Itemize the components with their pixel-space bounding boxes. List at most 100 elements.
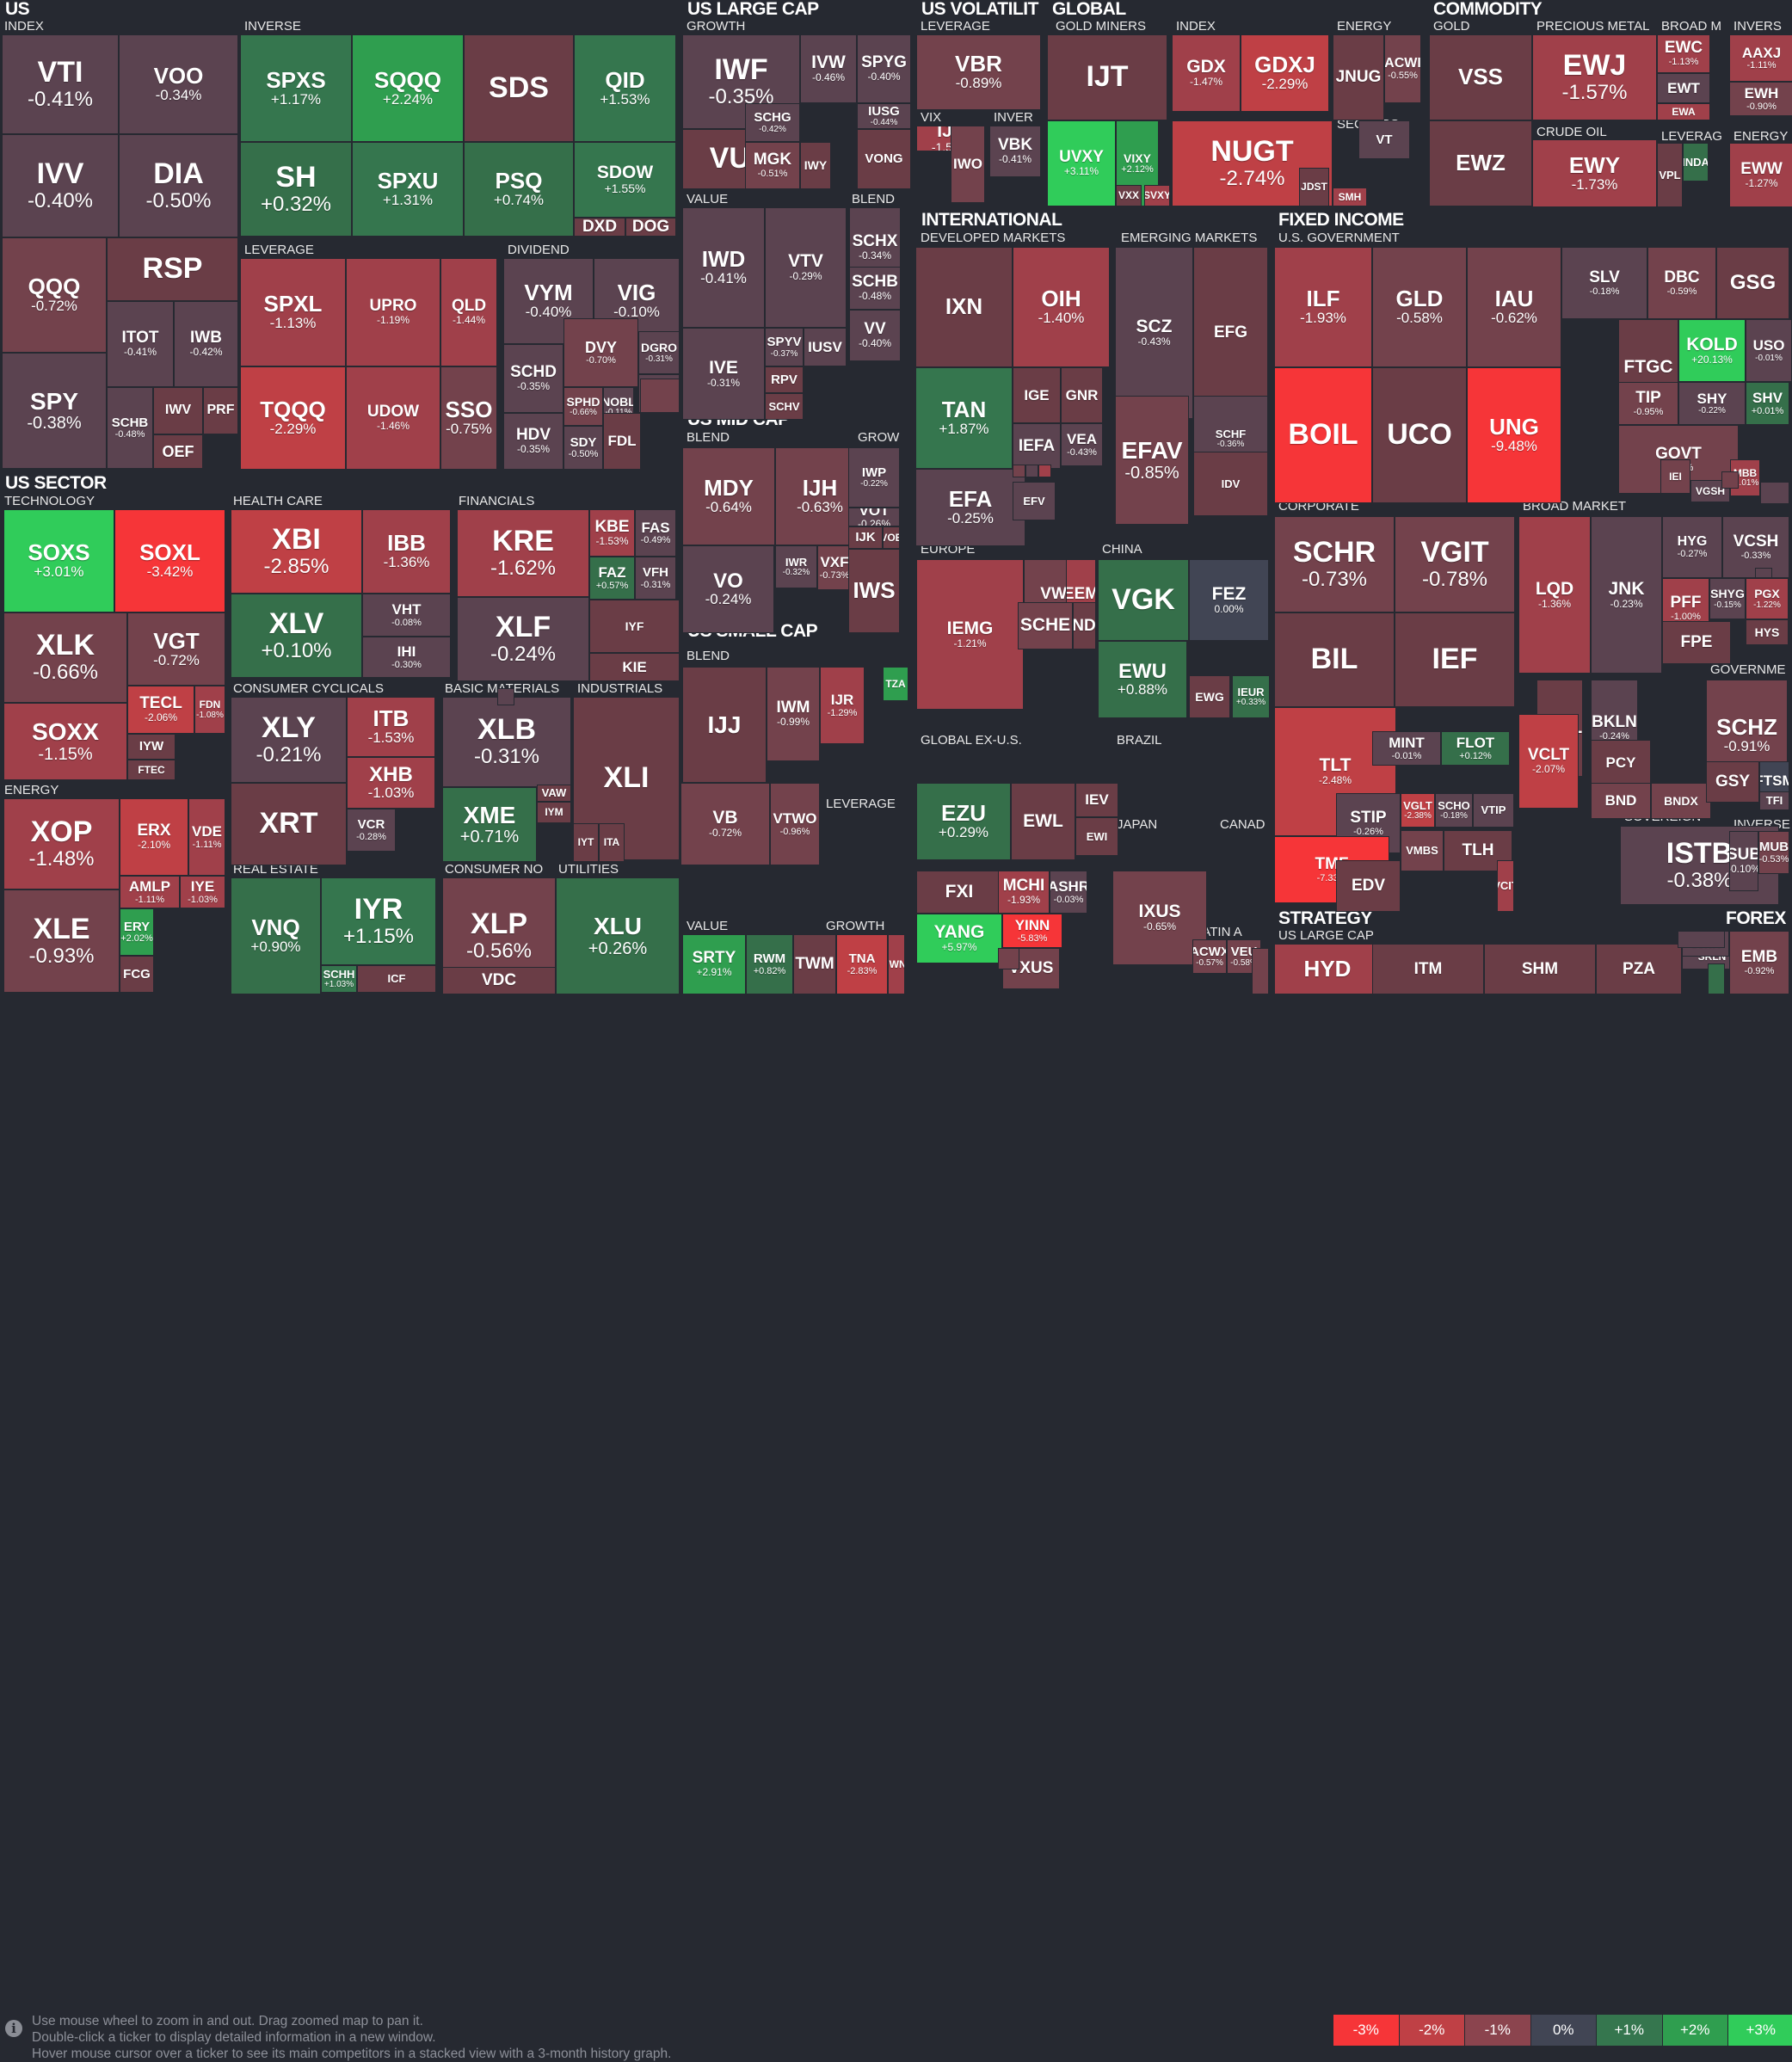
ticker-tile[interactable]: IWO — [951, 126, 985, 203]
ticker-tile[interactable]: SCHD -0.35% — [503, 344, 563, 413]
ticker-tile[interactable]: QID +1.53% — [574, 34, 676, 142]
ticker-tile[interactable]: IBB -1.36% — [362, 509, 451, 594]
ticker-tile[interactable]: XLV +0.10% — [231, 594, 362, 678]
ticker-tile[interactable]: VV -0.40% — [849, 310, 901, 361]
ticker-tile[interactable]: SSO -0.75% — [440, 366, 497, 470]
ticker-cell[interactable] — [640, 379, 680, 413]
ticker-tile[interactable]: MINT -0.01% — [1372, 731, 1441, 766]
ticker-tile[interactable]: FPE — [1662, 621, 1731, 664]
ticker-tile[interactable]: VCR -0.28% — [347, 809, 396, 852]
ticker-tile[interactable]: KRE -1.62% — [457, 509, 589, 597]
ticker-tile[interactable]: SOXS +3.01% — [3, 509, 114, 612]
ticker-tile[interactable]: EWL — [1011, 783, 1075, 860]
ticker-tile[interactable]: DOG — [625, 218, 676, 237]
ticker-tile[interactable]: SOXX -1.15% — [3, 703, 127, 780]
ticker-tile[interactable]: EWY -1.73% — [1532, 139, 1657, 207]
ticker-tile[interactable]: SPHD -0.66% — [563, 387, 603, 426]
ticker-tile[interactable]: EFA -0.25% — [915, 469, 1025, 546]
ticker-tile[interactable]: UVXY +3.11% — [1047, 120, 1116, 206]
ticker-tile[interactable]: KOLD +20.13% — [1678, 319, 1746, 382]
ticker-tile[interactable]: DVY -0.70% — [563, 318, 638, 387]
ticker-tile[interactable]: IJJ — [682, 667, 767, 783]
ticker-tile[interactable]: IYT — [573, 823, 599, 862]
ticker-tile[interactable]: XLY -0.21% — [231, 697, 347, 783]
ticker-tile[interactable]: FAZ +0.57% — [589, 557, 635, 600]
ticker-tile[interactable]: TZA — [883, 667, 908, 701]
ticker-cell[interactable] — [497, 688, 514, 705]
ticker-tile[interactable]: VCLT -2.07% — [1518, 714, 1579, 809]
ticker-tile[interactable]: EWJ -1.57% — [1532, 34, 1657, 120]
ticker-tile[interactable]: IVV -0.40% — [2, 134, 119, 237]
ticker-tile[interactable]: PZA — [1596, 944, 1682, 994]
ticker-tile[interactable]: IHI -0.30% — [362, 637, 451, 678]
ticker-tile[interactable]: MUB -0.53% — [1758, 831, 1789, 874]
ticker-tile[interactable]: MDY -0.64% — [682, 447, 775, 545]
ticker-tile[interactable]: IUSV — [804, 328, 847, 366]
ticker-tile[interactable]: VB -0.72% — [680, 783, 770, 865]
ticker-tile[interactable]: GDX -1.47% — [1172, 34, 1241, 112]
ticker-tile[interactable]: VCIT — [1497, 860, 1514, 912]
ticker-tile[interactable]: BND — [1591, 783, 1651, 819]
ticker-tile[interactable]: GLD -0.58% — [1372, 247, 1467, 367]
ticker-tile[interactable]: TWM — [793, 934, 836, 994]
ticker-tile[interactable]: VGLT -2.38% — [1401, 793, 1435, 828]
ticker-tile[interactable]: IYF — [589, 600, 680, 653]
ticker-tile[interactable]: SMH — [1333, 188, 1367, 206]
ticker-tile[interactable]: SCHO -0.18% — [1435, 793, 1473, 828]
ticker-tile[interactable]: ICF — [357, 965, 436, 993]
ticker-tile[interactable]: EFAV -0.85% — [1115, 396, 1189, 525]
ticker-tile[interactable]: OEF — [153, 434, 203, 469]
ticker-tile[interactable]: VO -0.24% — [682, 545, 774, 633]
ticker-cell[interactable] — [1708, 963, 1725, 994]
ticker-tile[interactable]: IWB -0.42% — [174, 301, 238, 387]
ticker-tile[interactable]: RWM +0.82% — [746, 934, 793, 994]
ticker-tile[interactable]: IJR -1.29% — [820, 667, 865, 744]
ticker-tile[interactable]: SDOW +1.55% — [574, 142, 676, 218]
ticker-tile[interactable]: ACWI -0.55% — [1384, 34, 1421, 103]
ticker-tile[interactable]: RPV — [765, 366, 804, 393]
ticker-tile[interactable]: EWT — [1657, 73, 1710, 103]
ticker-tile[interactable]: JNUG — [1333, 34, 1384, 120]
ticker-cell[interactable] — [1760, 482, 1789, 504]
ticker-cell[interactable] — [1025, 465, 1038, 477]
ticker-tile[interactable]: YANG +5.97% — [916, 914, 1002, 963]
ticker-tile[interactable]: SPYV -0.37% — [765, 328, 804, 366]
ticker-tile[interactable]: SQQQ +2.24% — [352, 34, 464, 142]
ticker-tile[interactable]: XOP -1.48% — [3, 798, 120, 889]
ticker-tile[interactable]: VGIT -0.78% — [1395, 516, 1515, 612]
ticker-tile[interactable]: EWH -0.90% — [1729, 82, 1792, 116]
ticker-tile[interactable]: PSQ +0.74% — [464, 142, 574, 237]
ticker-cell[interactable] — [1755, 568, 1772, 578]
ticker-tile[interactable]: BOIL — [1274, 367, 1372, 503]
ticker-tile[interactable]: IEI — [1660, 459, 1690, 494]
ticker-cell[interactable] — [1038, 465, 1051, 477]
ticker-tile[interactable]: SHY -0.22% — [1678, 382, 1746, 425]
ticker-tile[interactable]: GSY — [1706, 761, 1759, 803]
ticker-tile[interactable]: EMB -0.92% — [1729, 931, 1789, 994]
ticker-tile[interactable]: FLOT +0.12% — [1441, 731, 1510, 766]
ticker-tile[interactable]: EFG — [1193, 247, 1268, 419]
ticker-tile[interactable]: EWC -1.13% — [1657, 34, 1710, 73]
ticker-tile[interactable]: ERX -2.10% — [120, 798, 188, 876]
ticker-cell[interactable] — [1721, 471, 1739, 489]
ticker-tile[interactable]: XRT — [231, 783, 347, 865]
ticker-tile[interactable]: IEF — [1395, 612, 1515, 707]
ticker-tile[interactable]: IWV — [153, 387, 203, 434]
ticker-tile[interactable]: ASHR -0.03% — [1050, 871, 1087, 914]
ticker-tile[interactable]: XLE -0.93% — [3, 889, 120, 993]
ticker-tile[interactable]: YINN -5.83% — [1002, 914, 1062, 948]
ticker-tile[interactable]: IJT — [1047, 34, 1167, 120]
ticker-tile[interactable]: SHYG -0.15% — [1709, 578, 1746, 619]
ticker-tile[interactable]: VXF -0.73% — [817, 545, 852, 590]
ticker-tile[interactable]: GNR — [1061, 367, 1103, 423]
ticker-cell[interactable] — [1013, 465, 1025, 477]
ticker-tile[interactable]: MCHI -1.93% — [998, 871, 1050, 914]
ticker-tile[interactable]: KIE — [589, 653, 680, 681]
ticker-tile[interactable]: VHT -0.08% — [362, 594, 451, 637]
ticker-tile[interactable]: IYM — [537, 802, 571, 823]
ticker-tile[interactable]: EDV — [1336, 860, 1401, 912]
ticker-tile[interactable]: XHB -1.03% — [347, 757, 435, 809]
ticker-tile[interactable]: EWU +0.88% — [1098, 641, 1187, 718]
ticker-tile[interactable]: SCHB -0.48% — [849, 267, 901, 310]
